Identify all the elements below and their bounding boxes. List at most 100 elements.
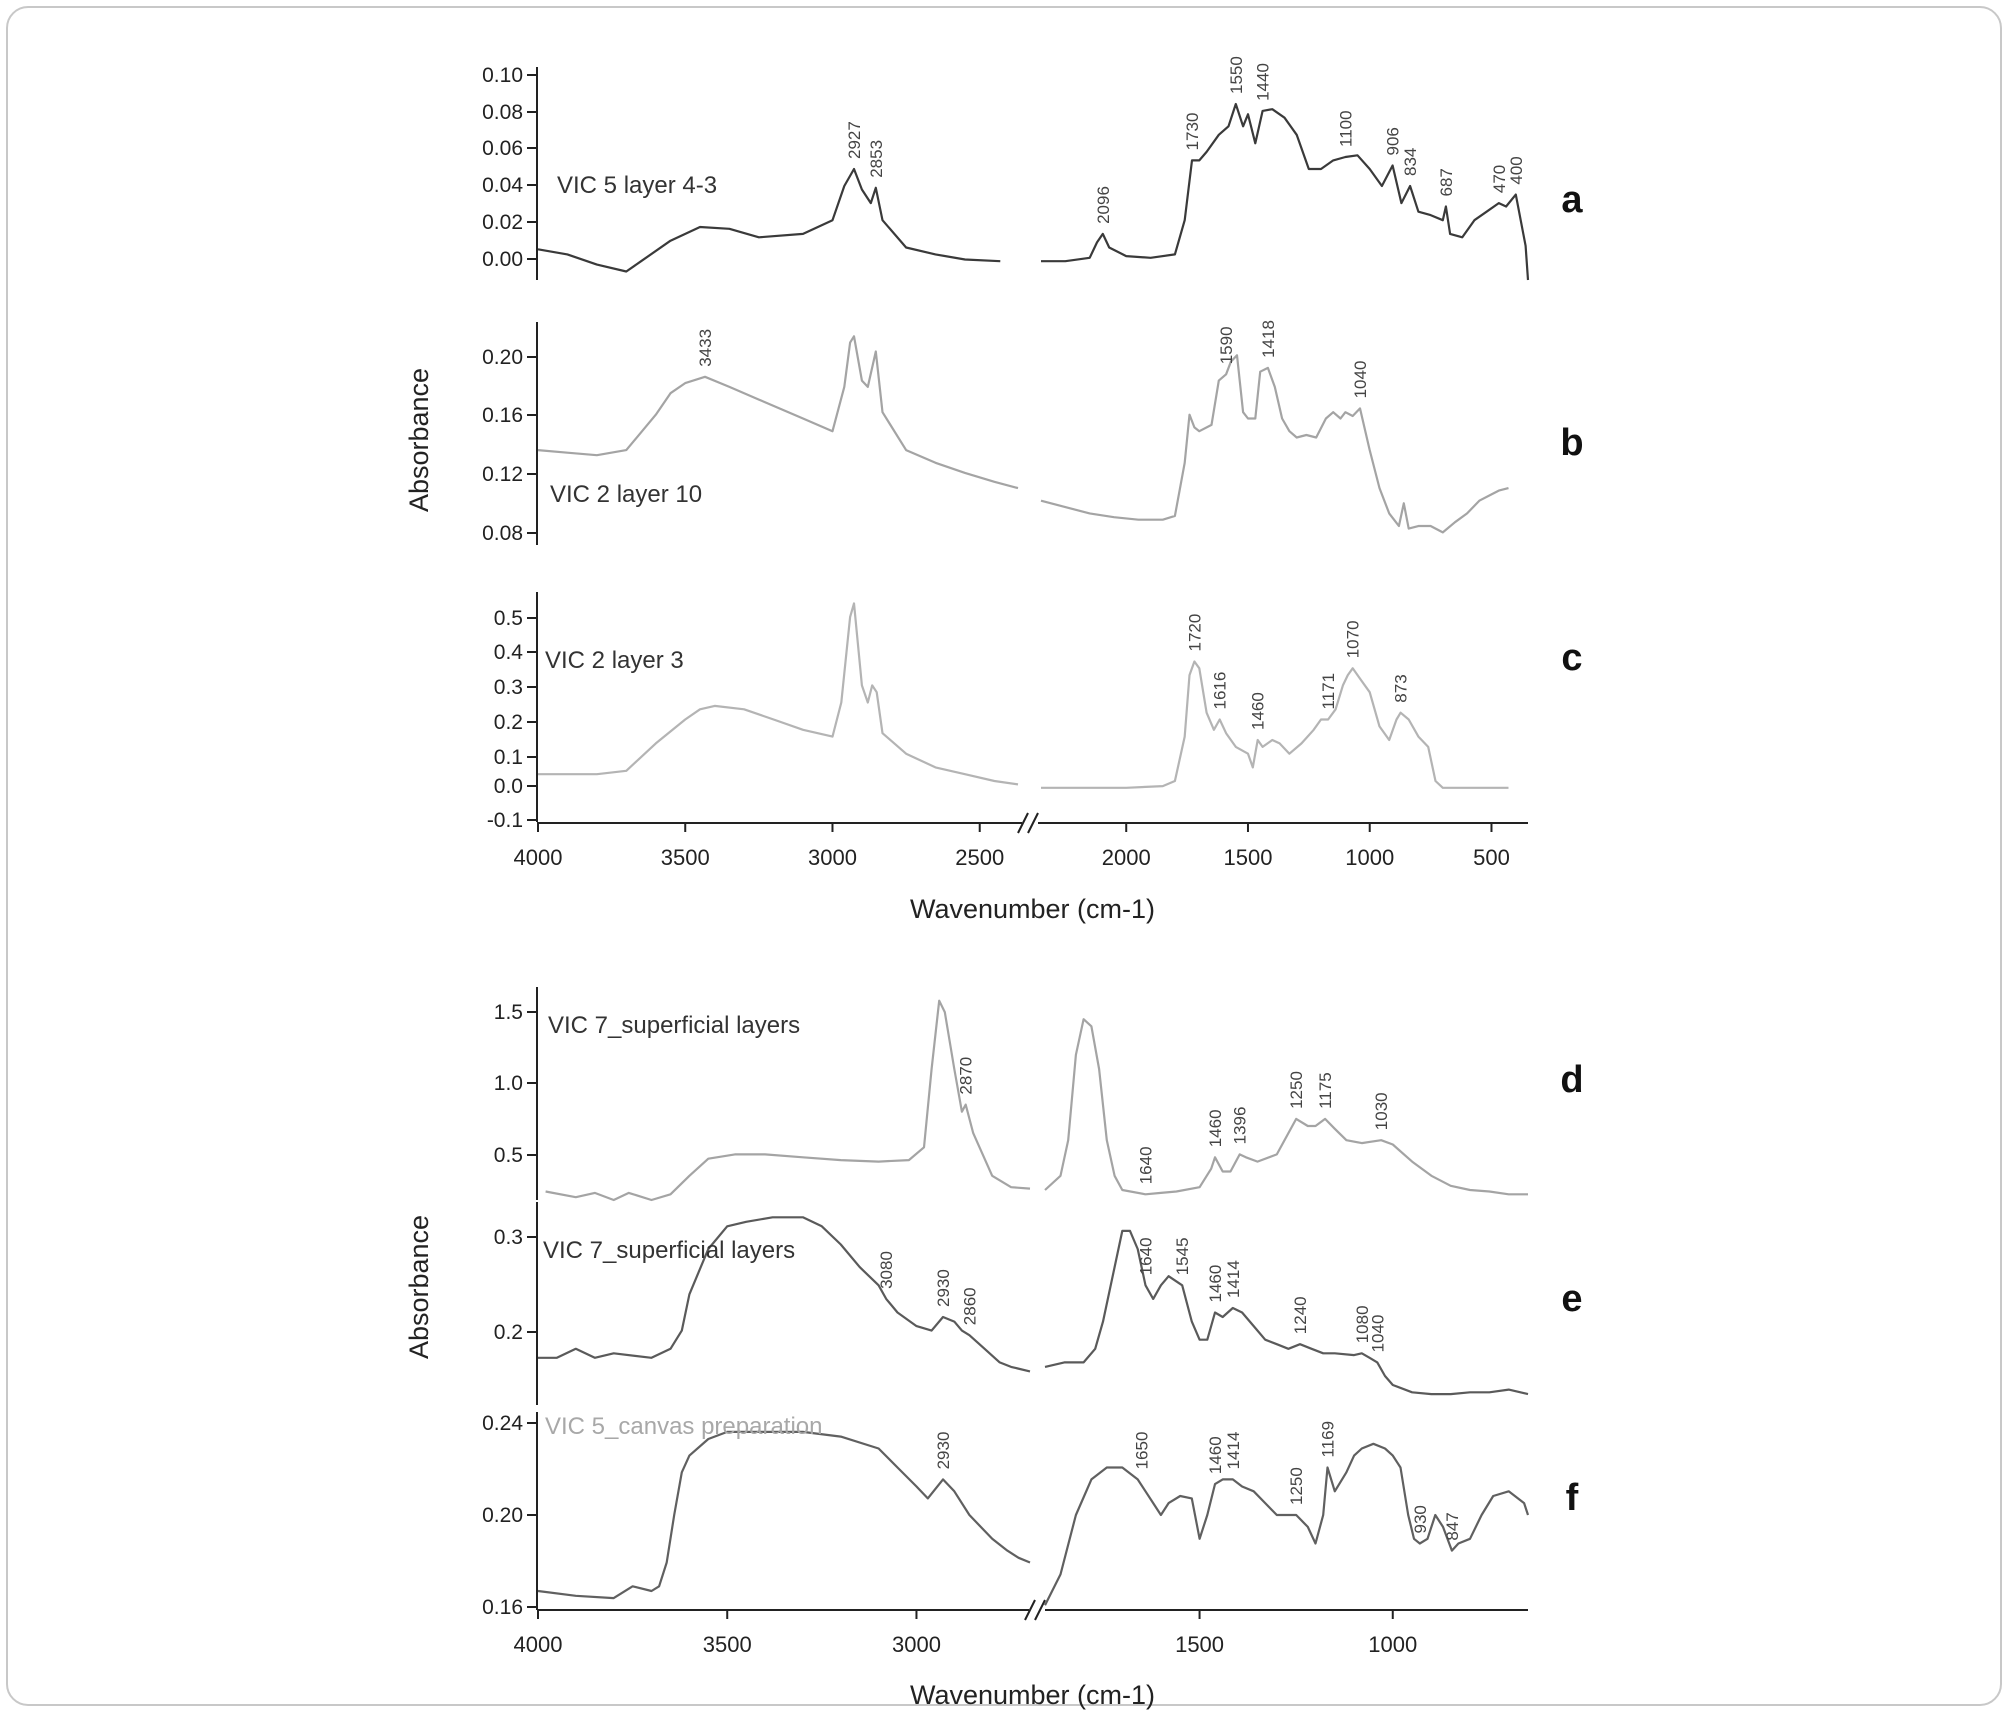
spectrum-line-f-seg1 <box>537 1430 1031 1600</box>
peak-label: 2927 <box>845 121 864 159</box>
spectrum-line-a-seg1 <box>537 167 1001 273</box>
peak-label: 2870 <box>957 1057 976 1095</box>
panel-f: 0.24 0.20 0.16 VIC 5_canvas preparation f 293… <box>482 1412 1579 1619</box>
y-tick-label: 0.0 <box>494 775 523 798</box>
peak-label: 873 <box>1392 674 1411 702</box>
peak-label: 470 <box>1490 165 1509 193</box>
x-tick-label: 3000 <box>808 845 857 870</box>
y-tick-label: 0.5 <box>494 607 523 630</box>
y-tick-label: 0.3 <box>494 1226 523 1249</box>
spectrum-line-b-seg2 <box>1040 354 1509 534</box>
peak-label: 2096 <box>1094 186 1113 224</box>
x-axis-title: Wavenumber (cm-1) <box>910 1680 1155 1710</box>
x-tick-label: 2000 <box>1102 845 1151 870</box>
peak-label: 1070 <box>1344 620 1363 658</box>
spectrum-line-e-seg2 <box>1044 1229 1529 1396</box>
axis-break-mark <box>1017 812 1029 834</box>
spectrum-line-b-seg1 <box>537 335 1019 490</box>
peak-label: 400 <box>1507 156 1526 184</box>
peak-label: 2860 <box>960 1287 979 1325</box>
sample-label-b: VIC 2 layer 10 <box>550 481 702 508</box>
sample-label-a: VIC 5 layer 4-3 <box>557 172 717 199</box>
peak-label: 1030 <box>1372 1092 1391 1130</box>
sample-label-e: VIC 7_superficial layers <box>543 1237 795 1264</box>
x-tick-label: 3000 <box>892 1632 941 1657</box>
y-tick-label: 0.00 <box>482 248 523 271</box>
y-axis-title: Absorbance <box>404 368 434 512</box>
peak-label: 1250 <box>1287 1467 1306 1505</box>
y-tick-label: 0.08 <box>482 522 523 545</box>
peak-label: 1460 <box>1249 692 1268 730</box>
y-tick-label: 0.1 <box>494 746 523 769</box>
spectrum-line-a-seg2 <box>1041 102 1530 281</box>
peak-label: 1040 <box>1351 361 1370 399</box>
x-tick-label: 2500 <box>955 845 1004 870</box>
panel-letter-b: b <box>1560 422 1583 464</box>
y-tick-label: 0.12 <box>482 463 523 486</box>
peak-label: 906 <box>1384 127 1403 155</box>
panel-c: 0.5 0.4 0.3 0.2 0.1 0.0 -0.1 VIC 2 layer 3 c 1720… <box>487 592 1583 832</box>
y-tick-label: 0.24 <box>482 1412 523 1435</box>
peak-label: 1100 <box>1336 110 1355 147</box>
x-tick-label: 4000 <box>514 1632 563 1657</box>
peak-label: 1640 <box>1137 1146 1156 1184</box>
peak-label: 1414 <box>1224 1432 1243 1470</box>
peak-label: 1414 <box>1224 1260 1243 1298</box>
peak-label: 1418 <box>1259 320 1278 358</box>
peak-label: 1250 <box>1287 1071 1306 1109</box>
y-tick-label: 1.0 <box>494 1072 523 1095</box>
peak-label: 1640 <box>1137 1237 1156 1275</box>
peak-label: 834 <box>1401 148 1420 176</box>
sample-label-c: VIC 2 layer 3 <box>545 647 684 674</box>
y-tick-label: 0.06 <box>482 137 523 160</box>
y-tick-label: 0.08 <box>482 101 523 124</box>
spectrum-line-d-seg1 <box>545 999 1031 1202</box>
peak-label: 930 <box>1411 1505 1430 1533</box>
y-tick-label: -0.1 <box>487 809 523 832</box>
peak-label: 1171 <box>1319 673 1338 710</box>
peak-label: 847 <box>1443 1512 1462 1540</box>
y-tick-label: 0.20 <box>482 346 523 369</box>
spectrum-line-d-seg2 <box>1044 1018 1528 1196</box>
x-tick-label: 1500 <box>1175 1632 1224 1657</box>
spectrum-line-e-seg1 <box>538 1216 1031 1373</box>
peak-label: 1080 <box>1353 1305 1372 1343</box>
peak-label: 1650 <box>1133 1432 1152 1470</box>
y-tick-label: 1.5 <box>494 1001 523 1024</box>
x-tick-label: 1000 <box>1345 845 1394 870</box>
peak-label: 1040 <box>1368 1315 1387 1353</box>
panel-a: 0.10 0.08 0.06 0.04 0.02 0.00 VIC 5 layer 4-3 a… <box>482 56 1583 281</box>
spectrum-line-c-seg1 <box>538 602 1019 786</box>
figure-frame <box>6 6 2002 1706</box>
x-tick-label: 500 <box>1473 845 1510 870</box>
sample-label-d: VIC 7_superficial layers <box>548 1012 800 1039</box>
peak-label: 1730 <box>1183 113 1202 151</box>
peak-label: 1545 <box>1173 1237 1192 1275</box>
sample-label-f: VIC 5_canvas preparation <box>545 1413 823 1440</box>
panel-letter-e: e <box>1561 1278 1582 1320</box>
peak-label: 1169 <box>1319 1421 1338 1458</box>
y-tick-label: 0.10 <box>482 64 523 87</box>
peak-label: 1440 <box>1254 63 1273 101</box>
y-axis-title: Absorbance <box>404 1215 434 1359</box>
peak-label: 1460 <box>1206 1265 1225 1303</box>
peak-label: 2930 <box>934 1432 953 1470</box>
peak-label: 687 <box>1437 168 1456 196</box>
y-tick-label: 0.16 <box>482 1596 523 1619</box>
axis-break-mark <box>1024 1599 1036 1621</box>
peak-label: 2930 <box>934 1269 953 1307</box>
panel-letter-a: a <box>1561 179 1583 221</box>
peak-label: 1550 <box>1227 56 1246 94</box>
peak-label: 1460 <box>1206 1436 1225 1474</box>
y-tick-label: 0.2 <box>494 1321 523 1344</box>
peak-label: 1460 <box>1206 1109 1225 1147</box>
y-tick-label: 0.5 <box>494 1144 523 1167</box>
x-tick-label: 4000 <box>514 845 563 870</box>
peak-label: 3433 <box>696 329 715 367</box>
panel-b: 0.20 0.16 0.12 0.08 VIC 2 layer 10 b 3433 1590 1… <box>482 320 1584 545</box>
peak-label: 1616 <box>1211 672 1230 710</box>
x-tick-label: 1500 <box>1223 845 1272 870</box>
peak-label: 3080 <box>877 1251 896 1289</box>
y-tick-label: 0.4 <box>494 641 524 664</box>
peak-label: 2853 <box>867 140 886 178</box>
